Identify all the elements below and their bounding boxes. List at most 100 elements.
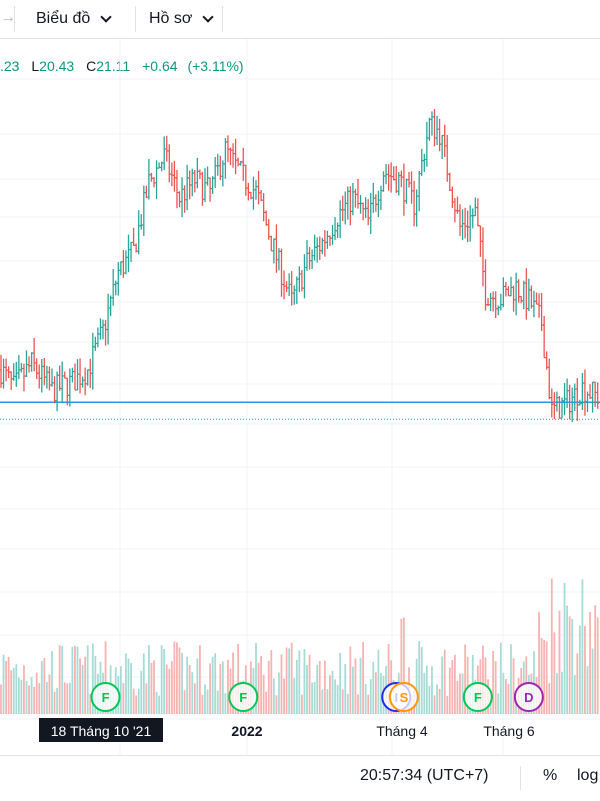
ohlc-bar <box>144 185 148 199</box>
ohlc-bar <box>208 177 212 202</box>
ohlc-bar <box>180 177 184 218</box>
ohlc-bar <box>583 369 587 416</box>
ohlc-bar <box>476 198 480 227</box>
ohlc-bar <box>203 168 207 203</box>
ohlc-bar <box>216 153 220 176</box>
volume-bar <box>438 688 441 714</box>
ohlc-bar <box>14 361 18 387</box>
event-marker-split[interactable]: S <box>388 682 419 712</box>
volume-bar <box>505 679 507 714</box>
ohlc-bar <box>364 197 368 219</box>
ohlc-bar <box>252 176 255 210</box>
ohlc-bar <box>552 392 556 420</box>
event-marker-label: F <box>102 690 110 705</box>
ohlc-bar <box>185 164 189 211</box>
volume-bar <box>158 695 160 714</box>
volume-bar <box>17 677 20 714</box>
ohlc-bar <box>575 378 579 421</box>
volume-bar <box>201 694 204 714</box>
volume-bar <box>499 642 502 714</box>
ohlc-bar <box>361 202 365 221</box>
ohlc-bar <box>231 143 235 168</box>
arrow-right-icon[interactable]: → <box>0 9 16 26</box>
log-scale-toggle[interactable]: log <box>577 767 599 784</box>
volume-bar <box>543 639 546 714</box>
volume-bar <box>423 672 426 714</box>
event-marker-earnings[interactable]: F <box>90 682 121 712</box>
charts-menu-button[interactable]: Biểu đồ <box>36 0 112 38</box>
volume-bar <box>165 664 168 714</box>
ohlc-bar <box>241 147 245 181</box>
charts-menu-label: Biểu đồ <box>36 10 91 27</box>
ohlc-bar <box>42 358 46 386</box>
volume-bar <box>533 651 535 714</box>
top-toolbar: → Biểu đồ Hồ sơ <box>0 0 600 39</box>
grid <box>0 39 600 755</box>
volume-bar <box>94 655 97 714</box>
ohlc-bar <box>563 383 566 416</box>
event-marker-label: F <box>239 690 247 705</box>
profile-menu-button[interactable]: Hồ sơ <box>149 0 215 38</box>
ohlc-bar <box>63 371 67 379</box>
volume-bar <box>2 654 5 714</box>
volume-bar <box>589 612 591 714</box>
ohlc-bar <box>328 235 332 246</box>
ohlc-bar <box>422 153 426 172</box>
ohlc-bar <box>374 194 378 212</box>
volume-bar <box>584 625 586 714</box>
percent-scale-toggle[interactable]: % <box>543 767 558 784</box>
ohlc-bar <box>173 160 176 192</box>
event-marker-dividend[interactable]: D <box>513 682 544 712</box>
volume-bar <box>68 682 71 714</box>
event-marker-earnings[interactable]: F <box>228 682 259 712</box>
bottom-toolbar: 20:57:34 (UTC+7) % log <box>0 755 600 801</box>
chevron-down-icon <box>202 11 215 23</box>
volume-bar <box>374 672 377 714</box>
volume-bar <box>576 653 579 714</box>
ohlc-bar <box>300 270 304 292</box>
clock-timezone[interactable]: 20:57:34 (UTC+7) <box>360 767 489 784</box>
volume-bar <box>214 653 217 714</box>
ohlc-bar <box>425 121 429 167</box>
ohlc-bar <box>512 285 515 312</box>
ohlc-bar <box>213 156 217 188</box>
event-marker-earnings[interactable]: F <box>462 682 493 712</box>
volume-bar <box>181 652 183 714</box>
volume-bar <box>127 658 130 714</box>
ohlc-bar <box>445 134 449 182</box>
volume-bar <box>538 612 540 714</box>
ohlc-bar <box>420 148 424 177</box>
ohlc-bar <box>522 280 526 310</box>
ohlc-bar <box>157 162 161 169</box>
toolbar-divider <box>14 6 15 32</box>
ohlc-bar <box>221 160 225 187</box>
volume-bar <box>15 664 18 714</box>
volume-bar <box>290 642 293 714</box>
volume-bar <box>71 646 74 714</box>
volume-bar <box>578 625 581 714</box>
ohlc-bar <box>73 363 77 391</box>
ohlc-bar <box>412 180 416 227</box>
volume-bar <box>334 679 336 714</box>
ohlc-bar <box>280 248 283 297</box>
volume-bar <box>43 658 46 714</box>
ohlc-bar <box>30 352 33 372</box>
ohlc-bar <box>527 278 531 312</box>
volume-bar <box>163 648 166 714</box>
event-marker-label: S <box>400 690 409 705</box>
volume-bar <box>270 650 273 714</box>
volume-bar <box>303 649 306 714</box>
volume-bar <box>176 642 178 714</box>
ohlc-bar <box>407 172 411 188</box>
volume-bar <box>23 665 25 714</box>
volume-bar <box>323 660 326 714</box>
ohlc-bar <box>58 365 62 391</box>
volume-bar <box>545 641 548 714</box>
ohlc-bar <box>239 161 243 166</box>
ohlc-bar <box>491 291 495 312</box>
volume-bar <box>336 685 339 714</box>
volume-bar <box>209 663 211 714</box>
volume-bar <box>510 644 512 714</box>
volume-bar <box>428 685 431 714</box>
